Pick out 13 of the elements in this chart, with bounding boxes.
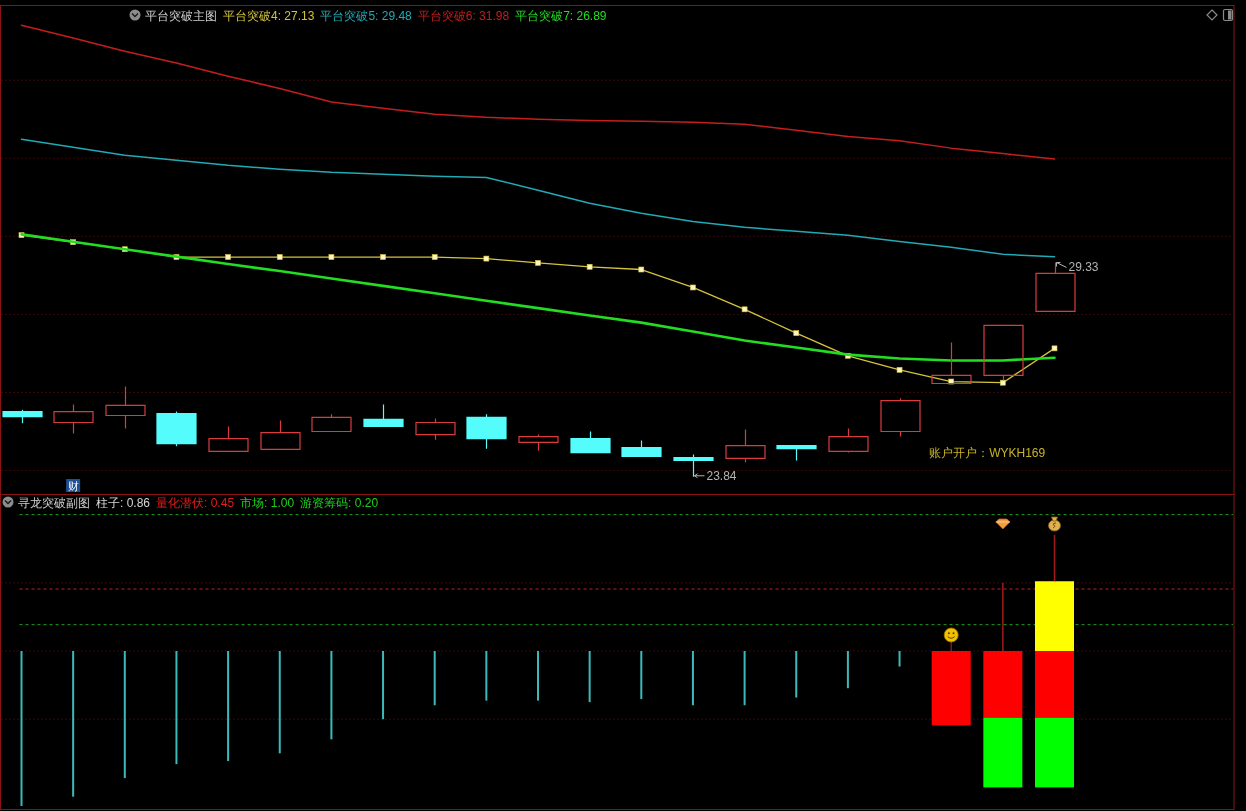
chart-title: 寻龙突破副图 (18, 496, 90, 510)
annotation: 账户开户：WYKH169 (929, 446, 1046, 460)
annotation: 23.84 (706, 468, 737, 483)
text: 量化潜伏: 0.45 (156, 496, 235, 510)
text: 平台突破7: 26.89 (515, 9, 607, 23)
chart-title: 平台突破主图 (145, 9, 217, 23)
text: 市场: 1.00 (240, 496, 295, 510)
text: 平台突破6: 31.98 (417, 9, 510, 23)
text: 游资筹码: 0.20 (300, 496, 379, 510)
annotation: 29.33 (1068, 260, 1099, 275)
text: 柱子: 0.86 (96, 496, 151, 510)
text: 平台突破4: 27.13 (223, 9, 315, 23)
text: 平台突破5: 29.48 (320, 9, 413, 23)
